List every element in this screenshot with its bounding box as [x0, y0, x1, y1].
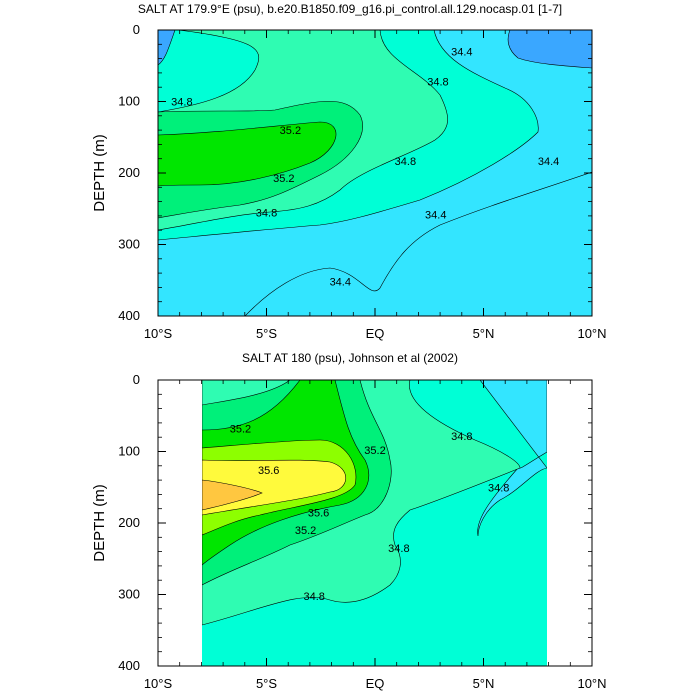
contour-label: 34.8 [256, 207, 277, 219]
y-tick-label: 300 [118, 237, 140, 252]
bottom-band-34.6 [477, 380, 547, 537]
contour-label: 34.4 [425, 209, 446, 221]
bottom-y-ticks: 0 100 200 300 400 [118, 372, 592, 673]
y-tick-label: 300 [118, 587, 140, 602]
bottom-panel: SALT AT 180 (psu), Johnson et al (2002) … [91, 351, 607, 691]
contour-label: 35.2 [273, 173, 294, 185]
contour-label: 34.8 [304, 591, 325, 603]
y-tick-label: 0 [133, 372, 140, 387]
bottom-x-ticks: 10°S 5°S EQ 5°N 10°N [144, 380, 607, 691]
x-tick-label: 5°N [473, 326, 495, 341]
contour-label: 34.8 [395, 156, 416, 168]
contour-label: 35.2 [280, 125, 301, 137]
contour-label: 34.8 [427, 76, 448, 88]
x-tick-label: 10°S [144, 676, 173, 691]
top-contour-labels: 34.4 34.8 34.8 35.2 35.2 34.8 34.4 34.8 34.4 34.4 [171, 46, 559, 288]
x-tick-label: 5°N [473, 676, 495, 691]
x-tick-label: EQ [366, 676, 385, 691]
bottom-chart-title: SALT AT 180 (psu), Johnson et al (2002) [242, 351, 458, 365]
contour-label: 34.4 [330, 277, 351, 289]
top-panel: SALT AT 179.9°E (psu), b.e20.B1850.f09_g… [91, 2, 607, 341]
bottom-contour-labels: 35.2 34.8 35.2 35.6 34.8 35.6 35.2 34.8 34.8 [230, 424, 510, 603]
top-fresh-pool-ne [507, 30, 592, 69]
contour-label: 35.6 [258, 465, 279, 477]
contour-label: 34.4 [538, 156, 559, 168]
top-chart-title: SALT AT 179.9°E (psu), b.e20.B1850.f09_g… [138, 2, 562, 16]
y-tick-label: 100 [118, 94, 140, 109]
x-tick-label: 10°N [577, 326, 606, 341]
contour-label: 35.2 [295, 525, 316, 537]
contour-label: 35.6 [308, 507, 329, 519]
y-tick-label: 400 [118, 658, 140, 673]
x-tick-label: 5°S [256, 676, 277, 691]
y-tick-label: 200 [118, 165, 140, 180]
top-x-ticks: 10°S 5°S EQ 5°N 10°N [144, 30, 607, 341]
contour-label: 34.8 [488, 482, 509, 494]
y-tick-label: 400 [118, 308, 140, 323]
x-tick-label: 5°S [256, 326, 277, 341]
bottom-contour-field [202, 380, 547, 666]
top-contour-field [158, 30, 592, 316]
contour-label: 34.4 [451, 46, 472, 58]
top-deep-contour [244, 171, 592, 316]
contour-label: 35.2 [230, 424, 251, 436]
y-tick-label: 0 [133, 22, 140, 37]
x-tick-label: 10°S [144, 326, 173, 341]
bottom-y-axis-label: DEPTH (m) [91, 484, 108, 562]
x-tick-label: 10°N [577, 676, 606, 691]
contour-label: 34.8 [451, 431, 472, 443]
contour-label: 35.2 [364, 445, 385, 457]
bottom-band-35.8 [202, 479, 263, 511]
y-tick-label: 100 [118, 444, 140, 459]
x-tick-label: EQ [366, 326, 385, 341]
y-tick-label: 200 [118, 515, 140, 530]
contour-label: 34.8 [171, 97, 192, 109]
contour-label: 34.8 [388, 543, 409, 555]
top-band-35.2 [158, 121, 337, 187]
top-y-ticks: 0 100 200 300 400 [118, 22, 592, 323]
top-y-axis-label: DEPTH (m) [91, 134, 108, 212]
